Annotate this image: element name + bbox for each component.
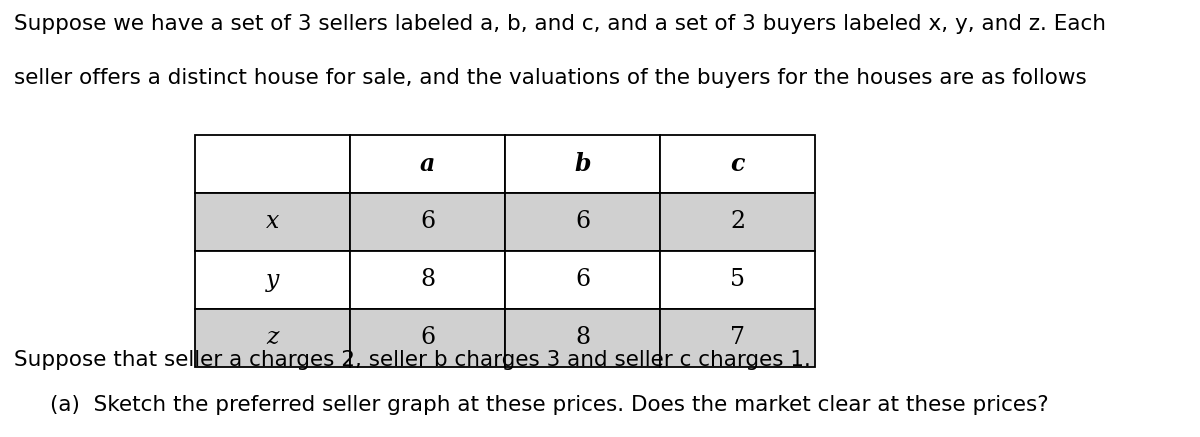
Bar [505,251,660,309]
Text: 6: 6 [420,211,436,233]
Bar [350,251,505,309]
Bar [350,309,505,367]
Bar [194,251,350,309]
Bar [350,193,505,251]
Text: c: c [731,152,745,176]
Bar [505,193,660,251]
Bar [194,309,350,367]
Bar [660,135,815,193]
Text: z: z [266,326,278,350]
Text: x: x [266,211,280,233]
Text: 6: 6 [420,326,436,350]
Text: b: b [575,152,590,176]
Text: 2: 2 [730,211,745,233]
Text: 8: 8 [575,326,590,350]
Bar [660,193,815,251]
Text: seller offers a distinct house for sale, and the valuations of the buyers for th: seller offers a distinct house for sale,… [14,68,1087,88]
Text: 5: 5 [730,268,745,291]
Bar [660,309,815,367]
Text: Suppose we have a set of 3 sellers labeled a, b, and c, and a set of 3 buyers la: Suppose we have a set of 3 sellers label… [14,14,1106,34]
Text: (a)  Sketch the preferred seller graph at these prices. Does the market clear at: (a) Sketch the preferred seller graph at… [50,395,1049,415]
Text: 7: 7 [730,326,745,350]
Text: 8: 8 [420,268,436,291]
Bar [194,135,350,193]
Bar [505,309,660,367]
Text: y: y [266,268,280,291]
Text: 6: 6 [575,268,590,291]
Bar [505,135,660,193]
Text: Suppose that seller a charges 2, seller b charges 3 and seller c charges 1.: Suppose that seller a charges 2, seller … [14,350,811,370]
Bar [194,193,350,251]
Bar [350,135,505,193]
Text: a: a [420,152,436,176]
Text: 6: 6 [575,211,590,233]
Bar [660,251,815,309]
